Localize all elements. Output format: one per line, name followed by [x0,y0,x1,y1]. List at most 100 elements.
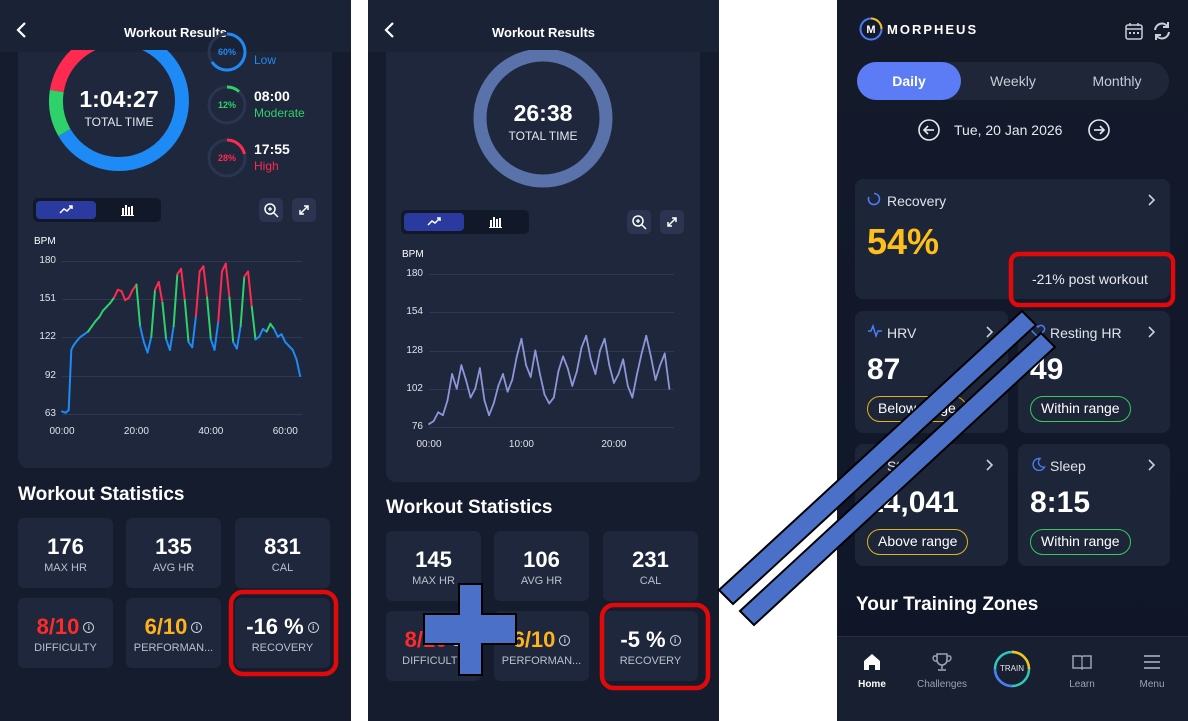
period-tabs: Daily Weekly Monthly [857,62,1169,100]
zone-high-ring-icon [207,138,247,178]
home-icon [864,654,880,670]
refresh-icon[interactable] [1151,20,1173,42]
stat-label: MAX HR [412,575,455,587]
heart-rate-segment [235,325,242,350]
trophy-icon [932,653,952,671]
zone-moderate-name: Moderate [254,106,305,120]
stat-value: 8/10 i [386,627,481,653]
heart-rate-segment [529,349,537,378]
bar-chart-icon [121,205,134,216]
info-icon[interactable]: i [307,622,319,633]
stat-value-text: 8/10 [36,614,80,639]
zone-high-name: High [254,159,279,173]
screen-title: Workout Results [491,25,596,40]
stat-value-text: -16 % [246,614,304,639]
sleep-range-badge: Within range [1030,529,1131,555]
tab-weekly[interactable]: Weekly [990,73,1036,89]
heart-rate-segment [534,349,541,375]
nav-menu-label: Menu [1139,679,1165,690]
heart-rate-segment [451,373,458,390]
info-icon[interactable]: i [83,622,95,633]
heart-rate-segment [576,346,583,372]
heart-rate-segment [552,370,560,399]
info-icon[interactable]: i [191,622,203,633]
stat-label: CAL [271,562,294,574]
heart-rate-segment [135,283,142,328]
steps-card[interactable]: Steps 14,041 Above range [855,444,1008,566]
next-day-icon[interactable] [1087,118,1111,142]
zoom-button[interactable] [627,210,651,234]
zone-low-ring-icon [207,32,247,72]
recovery-value: 54% [867,221,940,262]
zone-low-percent: 60% [217,47,236,57]
tab-monthly[interactable]: Monthly [1092,73,1142,89]
heart-rate-segment [239,275,246,328]
line-chart-tab[interactable] [404,213,464,231]
heart-rate-segment [455,364,463,390]
nav-home[interactable]: Home [837,651,907,690]
heart-rate-segment [626,384,634,399]
resting-hr-card[interactable]: Resting HR 49 Within range [1018,311,1170,433]
nav-learn[interactable]: Learn [1047,651,1117,690]
heart-rate-segment [295,358,302,378]
heart-rate-segment [613,373,620,384]
back-arrow-icon[interactable] [14,20,28,40]
nav-train[interactable]: TRAIN [977,649,1047,689]
calendar-icon[interactable] [1124,21,1144,41]
grid-line [62,414,302,415]
heart-rate-segment [142,341,149,354]
heart-rate-segment [506,379,514,393]
expand-button[interactable] [660,210,684,234]
hrv-card[interactable]: HRV 87 Below range [855,311,1008,433]
section-title: Workout Statistics [18,484,185,505]
info-icon[interactable]: i [559,635,571,646]
heart-rate-segment [139,325,145,344]
heart-rate-segment [265,322,272,333]
hrv-value: 87 [867,353,901,386]
stat-label: PERFORMAN... [501,655,582,667]
info-icon[interactable]: i [669,635,681,646]
y-tick-label: 180 [406,268,423,279]
sleep-value: 8:15 [1030,486,1091,519]
sleep-card[interactable]: Sleep 8:15 Within range [1018,444,1170,566]
resting-hr-value: 49 [1030,353,1064,386]
heart-rate-segment [460,364,467,381]
hrv-range-badge: Below range [867,396,967,422]
stat-value-text: 145 [415,547,452,572]
heart-rate-segment [213,320,220,351]
heart-rate-segment [580,334,588,349]
heart-rate-segment [206,296,212,341]
back-arrow-icon[interactable] [382,20,396,40]
zone-low-name: Low [254,53,277,67]
chevron-right-icon [1148,326,1156,338]
stat-value-text: 8/10 [404,627,448,652]
stat-tile: -5 % i RECOVERY [603,611,698,681]
stat-tile: 231 CAL [603,531,698,601]
heart-rate-segment [571,370,578,387]
stat-value: -5 % i [603,627,698,653]
nav-learn-label: Learn [1069,679,1095,690]
info-icon[interactable]: i [451,635,463,646]
y-tick-label: 63 [44,408,56,419]
heart-rate-segment [180,267,186,302]
expand-button[interactable] [292,198,316,222]
bar-chart-tab[interactable] [98,201,158,219]
nav-challenges[interactable]: Challenges [907,651,977,690]
total-time-value: 1:04:27 [79,86,159,112]
recovery-note: -21% post workout [1032,271,1148,287]
recovery-card[interactable]: Recovery 54% -21% post workout [855,179,1170,299]
previous-day-icon[interactable] [917,118,941,142]
footsteps-icon [869,458,881,470]
heart-rate-segment [562,355,569,370]
bar-chart-tab[interactable] [466,213,526,231]
line-chart-tab[interactable] [36,201,96,219]
screenshot-morpheus-daily: M MORPHEUS Daily Weekly Monthly Tue, 20 … [837,0,1188,721]
heart-rate-segment [72,339,78,347]
nav-menu[interactable]: Menu [1117,651,1187,690]
stat-value-text: 106 [523,547,560,572]
heart-rate-segment [525,364,532,378]
tab-daily[interactable]: Daily [857,62,961,100]
grid-line [62,336,302,338]
current-date: Tue, 20 Jan 2026 [954,122,1063,138]
zoom-button[interactable] [259,198,283,222]
